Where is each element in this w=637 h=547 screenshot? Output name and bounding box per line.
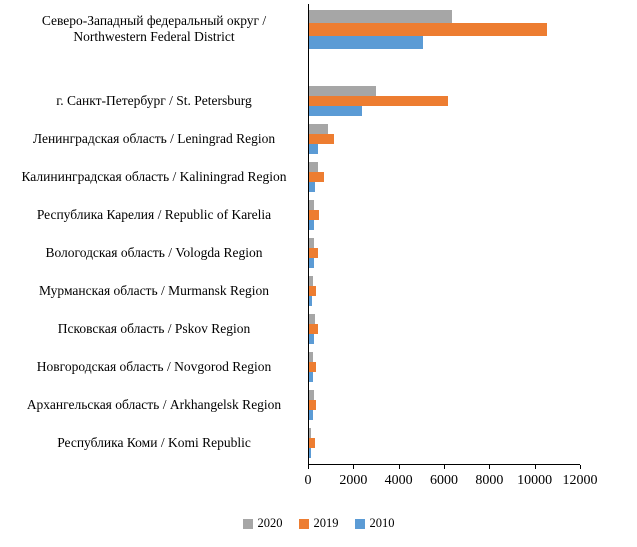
legend-label: 2010 (369, 516, 395, 530)
category-label: Мурманская область / Murmansk Region (39, 282, 269, 298)
bar-2020 (308, 276, 313, 286)
row-spacer (6, 54, 582, 82)
chart-row: Ленинградская область / Leningrad Region (6, 120, 582, 158)
category-label: Северо-Западный федеральный округ / Nort… (41, 12, 267, 44)
legend-item-2020: 2020 (242, 516, 283, 531)
bar-group (308, 314, 578, 344)
legend-swatch (354, 518, 365, 529)
bar-2019 (308, 286, 317, 296)
legend-label: 2020 (257, 516, 283, 530)
chart-row: Псковская область / Pskov Region (6, 310, 582, 348)
bar-group (308, 162, 578, 192)
bar-2020 (308, 238, 315, 248)
axis-tick (308, 465, 309, 469)
category-label: Калининградская область / Kaliningrad Re… (21, 168, 287, 184)
x-axis: 0 2000 4000 6000 8000 10000 12000 (304, 464, 598, 499)
category-label: г. Санкт-Петербург / St. Petersburg (56, 92, 252, 108)
axis-tick-label: 0 (304, 473, 312, 488)
bar-group (308, 124, 578, 154)
bar-2020 (308, 314, 315, 324)
bar-2019 (308, 210, 320, 220)
bar-2020 (308, 162, 319, 172)
axis-tick (398, 465, 400, 469)
bar-group (308, 238, 578, 268)
bar-2010 (308, 144, 319, 154)
bar-2010 (308, 448, 312, 458)
chart-row: Калининградская область / Kaliningrad Re… (6, 158, 582, 196)
bar-2020 (308, 86, 376, 96)
chart-legend: 2020 2019 2010 (0, 516, 637, 531)
axis-tick-label: 2000 (339, 473, 368, 488)
bar-2010 (308, 372, 314, 382)
chart-rows: Северо-Западный федеральный округ / Nort… (6, 4, 582, 462)
category-label: Вологодская область / Vologda Region (45, 244, 263, 260)
category-label: Республика Карелия / Republic of Karelia (36, 206, 272, 222)
axis-tick-label: 12000 (562, 473, 598, 488)
legend-label: 2019 (313, 516, 339, 530)
legend-swatch (298, 518, 309, 529)
bar-2020 (308, 390, 315, 400)
axis-tick-label: 10000 (517, 473, 553, 488)
bar-2010 (308, 220, 315, 230)
chart-row: Республика Карелия / Republic of Karelia (6, 196, 582, 234)
chart-row: г. Санкт-Петербург / St. Petersburg (6, 82, 582, 120)
legend-item-2019: 2019 (298, 516, 339, 531)
bar-2019 (308, 362, 317, 372)
category-label: Ленинградская область / Leningrad Region (32, 130, 276, 146)
axis-tick (444, 465, 445, 469)
category-label: Псковская область / Pskov Region (57, 320, 251, 336)
bar-2010 (308, 334, 315, 344)
bar-2019 (308, 134, 334, 144)
bar-2020 (308, 352, 313, 362)
bar-2010 (308, 35, 423, 49)
legend-item-2010: 2010 (354, 516, 395, 531)
bar-2020 (308, 124, 329, 134)
bar-2020 (308, 200, 315, 210)
bar-2010 (308, 106, 362, 116)
chart-row: Мурманская область / Murmansk Region (6, 272, 582, 310)
category-label: Архангельская область / Arkhangelsk Regi… (26, 396, 282, 412)
legend-swatch (242, 518, 253, 529)
axis-tick-label: 8000 (475, 473, 504, 488)
bar-group (308, 86, 578, 116)
bar-2010 (308, 410, 314, 420)
bar-2019 (308, 22, 547, 36)
chart-row: Архангельская область / Arkhangelsk Regi… (6, 386, 582, 424)
bar-2019 (308, 96, 448, 106)
axis-tick-label: 6000 (430, 473, 458, 488)
chart-row: Северо-Западный федеральный округ / Nort… (6, 4, 582, 54)
bar-group (308, 9, 578, 49)
chart-row: Республика Коми / Komi Republic (6, 424, 582, 462)
bar-2019 (308, 248, 319, 258)
axis-tick (489, 465, 491, 469)
bar-group (308, 428, 578, 458)
axis-tick-label: 4000 (384, 473, 413, 488)
axis-tick (580, 465, 581, 469)
bar-group (308, 390, 578, 420)
chart-row: Вологодская область / Vologda Region (6, 234, 582, 272)
bar-2019 (308, 324, 319, 334)
bar-2010 (308, 258, 315, 268)
category-label: Новгородская область / Novgorod Region (36, 358, 272, 374)
bar-2019 (308, 438, 315, 448)
bar-2010 (308, 296, 313, 306)
bar-group (308, 200, 578, 230)
category-label: Республика Коми / Komi Republic (57, 434, 251, 450)
bar-2020 (308, 428, 311, 438)
axis-tick (353, 465, 355, 469)
bar-2019 (308, 400, 317, 410)
bar-group (308, 352, 578, 382)
bar-2010 (308, 182, 315, 192)
y-axis-line (308, 4, 309, 464)
axis-tick (534, 465, 536, 469)
bar-group (308, 276, 578, 306)
bar-2020 (308, 9, 452, 23)
bar-2019 (308, 172, 324, 182)
chart-row: Новгородская область / Novgorod Region (6, 348, 582, 386)
